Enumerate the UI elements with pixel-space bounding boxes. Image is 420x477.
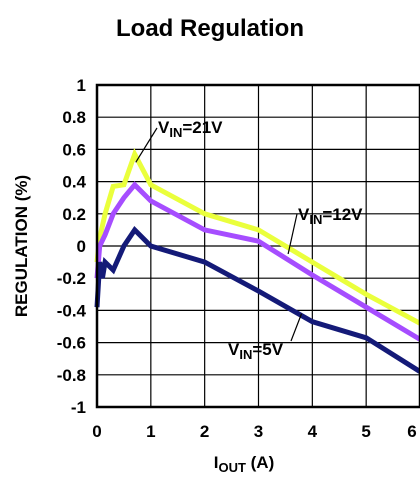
x-axis-label-main: I (214, 453, 219, 472)
label-vin-21v: VIN=21V (158, 118, 223, 140)
y-tick-labels: 1 0.8 0.6 0.4 0.2 0 -0.2 -0.4 -0.6 -0.8 -1 (57, 76, 87, 417)
y-tick-label: -1 (71, 398, 86, 417)
y-tick-label: -0.6 (57, 334, 86, 353)
x-axis-label-suffix: (A) (246, 453, 274, 472)
x-tick-label: 2 (200, 422, 209, 441)
label-vin-12v-suffix: =12V (322, 205, 363, 224)
x-tick-label: 6 (407, 422, 416, 441)
y-tick-label: 0.6 (62, 140, 86, 159)
label-vin-21v-main: V (158, 118, 170, 137)
y-tick-label: 0.8 (62, 108, 86, 127)
label-vin-5v-sub: IN (239, 347, 252, 362)
y-tick-label: -0.8 (57, 366, 86, 385)
x-tick-label: 0 (92, 422, 101, 441)
x-axis-label-sub: OUT (218, 460, 246, 475)
series-lines (94, 147, 420, 374)
y-axis-label: REGULATION (%) (12, 175, 31, 317)
x-tick-label: 4 (308, 422, 318, 441)
y-tick-label: -0.4 (57, 301, 87, 320)
x-tick-labels: 0 1 2 3 4 5 6 (92, 422, 416, 441)
label-vin-5v-suffix: =5V (252, 340, 283, 359)
x-tick-label: 3 (254, 422, 263, 441)
label-vin-21v-suffix: =21V (182, 118, 223, 137)
label-vin-12v-main: V (298, 205, 310, 224)
label-vin-5v-main: V (228, 340, 240, 359)
y-tick-label: -0.2 (57, 269, 86, 288)
leader-line (290, 313, 303, 342)
x-tick-label: 1 (146, 422, 155, 441)
y-tick-label: 1 (77, 76, 86, 95)
label-vin-12v: VIN=12V (298, 205, 363, 227)
series-line-1 (94, 181, 420, 342)
label-vin-12v-sub: IN (309, 212, 322, 227)
leader-line (135, 127, 158, 163)
label-vin-5v: VIN=5V (228, 340, 284, 362)
chart-title: Load Regulation (116, 15, 304, 42)
plot-frame (95, 83, 420, 409)
y-tick-label: 0.2 (62, 205, 86, 224)
y-tick-label: 0.4 (62, 173, 86, 192)
x-tick-label: 5 (361, 422, 370, 441)
x-axis-label: IOUT (A) (214, 453, 275, 475)
label-leaders (135, 127, 303, 342)
label-vin-21v-sub: IN (169, 125, 182, 140)
series-line-0 (94, 147, 420, 326)
leader-line (287, 213, 298, 255)
y-tick-label: 0 (77, 237, 86, 256)
series-line-2 (94, 225, 420, 374)
